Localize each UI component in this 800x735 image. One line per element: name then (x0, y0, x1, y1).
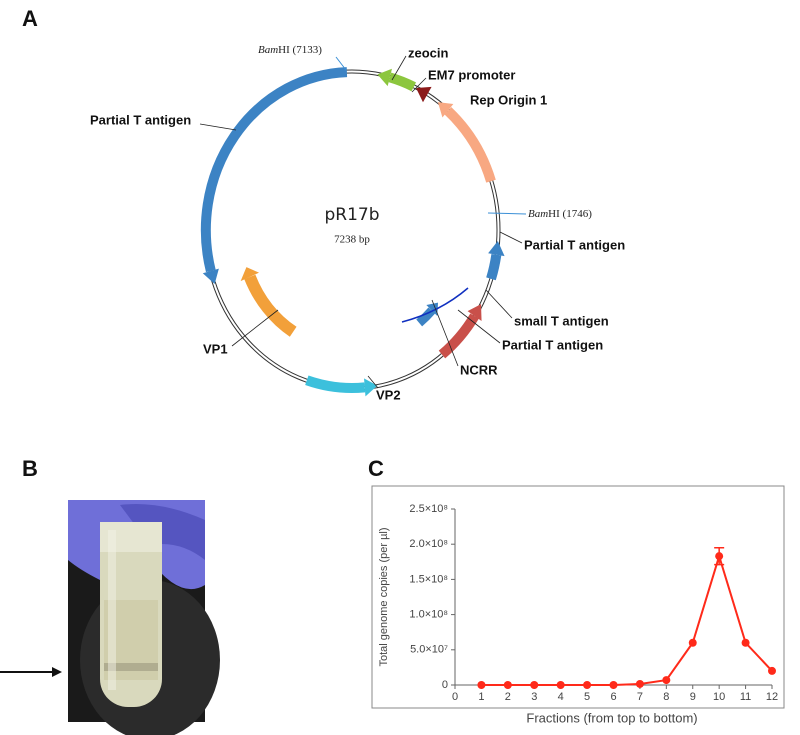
feature-arrow (488, 241, 505, 257)
site-rest: HI (7133) (278, 44, 322, 56)
leader (391, 55, 407, 81)
feature-arrow (426, 302, 439, 316)
feature-arrow (364, 378, 378, 397)
x-tick-label: 10 (713, 691, 725, 703)
x-tick-label: 11 (740, 691, 751, 703)
feature-label: Partial T antigen (524, 237, 625, 252)
ncrr (401, 287, 469, 323)
y-tick-label: 5.0×10⁷ (410, 644, 448, 656)
feature-arc (305, 375, 366, 393)
feature-arrow (416, 86, 432, 103)
y-tick-label: 1.5×10⁸ (409, 573, 448, 585)
feature-label: VP2 (376, 387, 401, 402)
panel-label: B (22, 456, 38, 481)
plasmid-name: pR17b (324, 205, 379, 225)
site-label: BamHI (7133) (258, 44, 322, 56)
feature-arrow (202, 268, 219, 285)
point (768, 666, 776, 675)
feature-label: Partial T antigen (502, 337, 603, 352)
x-tick-label: 3 (531, 691, 537, 703)
feature-arc (244, 274, 297, 337)
feature-arrow (240, 267, 260, 282)
y-tick-label: 0 (442, 679, 448, 691)
point (556, 681, 565, 689)
site-rest: HI (1746) (548, 208, 592, 220)
site-label: BamHI (1746) (528, 208, 592, 220)
point (530, 681, 539, 689)
y-tick-label: 1.0×10⁸ (409, 609, 448, 621)
leader (499, 231, 523, 244)
x-tick-label: 5 (584, 691, 590, 703)
feature-label: Partial T antigen (90, 112, 191, 127)
x-tick-label: 6 (610, 691, 616, 703)
leader (487, 212, 527, 215)
feature-arrow (437, 102, 454, 118)
x-tick-label: 7 (637, 691, 643, 703)
leader (411, 77, 427, 93)
x-tick-label: 12 (766, 691, 778, 703)
point (688, 638, 697, 647)
panel-label: C (368, 456, 384, 481)
x-tick-label: 8 (663, 691, 669, 703)
feature-label: small T antigen (514, 313, 609, 328)
feature-arc (388, 72, 417, 92)
series-line (481, 552, 773, 686)
feature-arc (200, 67, 348, 273)
point (503, 681, 512, 689)
feature-arrow (467, 304, 482, 321)
x-tick-label: 9 (690, 691, 696, 703)
leader (231, 309, 279, 347)
point (741, 638, 750, 647)
feature-label: NCRR (460, 362, 498, 377)
x-tick-label: 1 (478, 691, 484, 703)
leader (199, 123, 237, 131)
feature-label: VP1 (203, 341, 228, 356)
features (200, 67, 505, 397)
feature-label: EM7 promoter (428, 67, 515, 82)
point (662, 676, 671, 685)
point (635, 679, 644, 688)
panel-label: A (22, 6, 38, 31)
leader (457, 309, 501, 344)
point (609, 681, 618, 689)
photo (68, 500, 220, 735)
feature-arrow (377, 68, 392, 87)
point (583, 681, 592, 689)
point (715, 552, 724, 561)
chart-frame (371, 485, 785, 709)
feature-label: Rep Origin 1 (470, 92, 547, 107)
x-tick-label: 2 (505, 691, 511, 703)
plasmid-size: 7238 bp (334, 234, 370, 246)
x-tick-label: 4 (558, 691, 564, 703)
leader (335, 56, 347, 71)
feature-arc (486, 253, 502, 281)
y-tick-label: 2.0×10⁸ (409, 538, 448, 550)
feature-arc (444, 107, 496, 183)
y-axis-label: Total genome copies (per µl) (378, 527, 390, 666)
leader (485, 289, 513, 319)
arrow-head (52, 667, 62, 677)
leader (431, 299, 459, 367)
feature-arc (438, 313, 479, 359)
y-tick-label: 2.5×10⁸ (409, 503, 448, 515)
site-italic: Bam (258, 44, 278, 56)
site-italic: Bam (528, 208, 548, 220)
feature-label: zeocin (408, 45, 449, 60)
x-axis-label: Fractions (from top to bottom) (526, 710, 697, 725)
leader (367, 375, 379, 389)
point (477, 681, 486, 689)
x-tick-label: 0 (452, 691, 458, 703)
